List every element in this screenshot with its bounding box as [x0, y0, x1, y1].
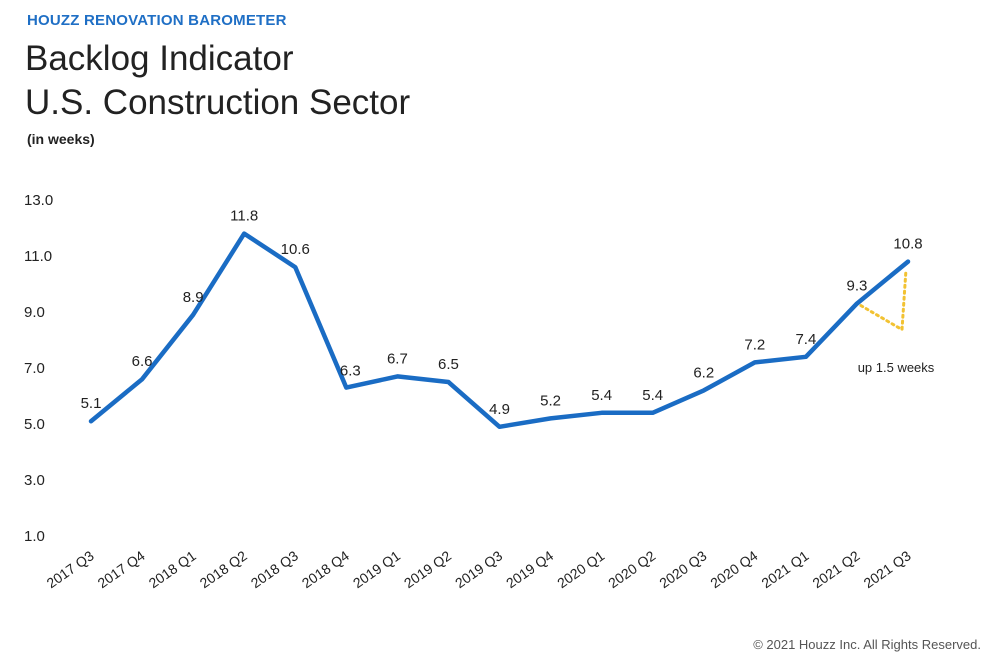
y-tick-label: 11.0 [24, 248, 52, 265]
chart-subtitle: (in weeks) [27, 131, 95, 147]
y-tick-label: 5.0 [24, 416, 45, 433]
data-label: 11.8 [230, 208, 258, 225]
data-labels: 5.1 6.6 8.9 11.8 10.6 6.3 6.7 6.5 4.9 5.2 5.4 5.4 6.… [81, 208, 923, 418]
annotation-dotted-arrow [859, 268, 908, 333]
data-label: 6.2 [693, 364, 714, 381]
chart-title-line2: U.S. Construction Sector [25, 83, 411, 122]
chart-eyebrow: HOUZZ RENOVATION BAROMETER [27, 12, 287, 29]
chart-title-line1: Backlog Indicator [25, 39, 294, 78]
y-axis-ticks: 13.0 11.0 9.0 7.0 5.0 3.0 1.0 [24, 192, 53, 545]
data-label: 5.1 [81, 395, 102, 412]
y-tick-label: 3.0 [24, 472, 45, 489]
data-label: 6.3 [340, 363, 361, 380]
data-label: 9.3 [847, 278, 868, 295]
x-tick-label: 2018 Q2 [197, 547, 250, 591]
x-tick-label: 2018 Q1 [146, 547, 199, 591]
change-annotation: up 1.5 weeks [858, 268, 935, 375]
x-tick-label: 2021 Q2 [809, 547, 862, 591]
x-tick-label: 2017 Q4 [95, 547, 148, 591]
data-label: 6.5 [438, 356, 459, 373]
annotation-label: up 1.5 weeks [858, 360, 935, 375]
x-tick-label: 2018 Q3 [248, 547, 301, 591]
x-tick-label: 2020 Q3 [656, 547, 709, 591]
y-tick-label: 1.0 [24, 528, 45, 545]
x-tick-label: 2019 Q4 [503, 547, 556, 591]
y-tick-label: 7.0 [24, 360, 45, 377]
data-label: 10.8 [893, 236, 922, 253]
y-tick-label: 13.0 [24, 192, 53, 209]
series-line [88, 231, 911, 430]
data-label: 7.2 [744, 336, 765, 353]
chart-title: Backlog Indicator U.S. Construction Sect… [25, 37, 410, 125]
x-tick-label: 2019 Q3 [452, 547, 505, 591]
x-tick-label: 2020 Q2 [605, 547, 658, 591]
data-label: 5.4 [642, 387, 663, 404]
x-tick-label: 2021 Q3 [861, 547, 914, 591]
x-tick-label: 2020 Q4 [707, 547, 760, 591]
x-tick-label: 2018 Q4 [299, 547, 352, 591]
x-tick-label: 2017 Q3 [44, 547, 97, 591]
data-label: 6.7 [387, 350, 408, 367]
series-layer [88, 231, 911, 430]
x-tick-label: 2019 Q2 [401, 547, 454, 591]
data-label: 5.2 [540, 392, 561, 409]
data-label: 7.4 [795, 331, 816, 348]
data-label: 10.6 [281, 241, 310, 258]
data-label: 8.9 [183, 289, 204, 306]
x-tick-label: 2021 Q1 [758, 547, 811, 591]
copyright-footer: © 2021 Houzz Inc. All Rights Reserved. [753, 637, 981, 652]
x-tick-label: 2019 Q1 [350, 547, 403, 591]
data-label: 5.4 [591, 387, 612, 404]
y-tick-label: 9.0 [24, 304, 45, 321]
data-label: 4.9 [489, 401, 510, 418]
data-label: 6.6 [132, 353, 153, 370]
x-tick-label: 2020 Q1 [554, 547, 607, 591]
